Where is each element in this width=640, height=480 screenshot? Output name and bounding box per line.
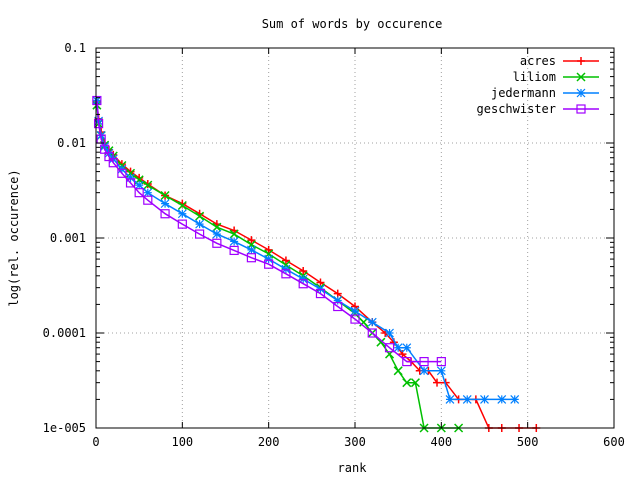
x-tick-label: 0 — [92, 435, 99, 449]
data-point-acres — [299, 266, 308, 275]
data-point-geschwister — [92, 95, 102, 106]
series-geschwister — [92, 95, 446, 367]
data-point-jedermann — [134, 180, 144, 190]
legend-label-geschwister: geschwister — [477, 102, 556, 116]
data-point-geschwister — [134, 188, 144, 198]
data-point-acres — [398, 350, 407, 359]
data-point-geschwister — [384, 343, 395, 353]
data-point-jedermann — [246, 245, 256, 255]
data-point-geschwister — [212, 238, 222, 248]
data-point-geschwister — [246, 253, 256, 263]
data-point-acres — [264, 245, 273, 254]
y-tick-label: 0.01 — [57, 136, 86, 150]
data-point-jedermann — [462, 394, 472, 404]
data-point-geschwister — [160, 209, 170, 219]
data-point-jedermann — [393, 343, 403, 353]
data-point-geschwister — [419, 356, 429, 367]
data-point-geschwister — [93, 119, 104, 129]
data-point-geschwister — [367, 328, 377, 338]
data-point-liliom — [195, 211, 205, 221]
y-tick-label: 1e-005 — [43, 421, 86, 435]
data-point-jedermann — [367, 317, 377, 327]
y-tick-label: 0.001 — [50, 231, 86, 245]
data-point-geschwister — [108, 158, 118, 168]
data-point-jedermann — [436, 366, 446, 376]
y-axis-label: log(rel. occurence) — [7, 169, 21, 306]
data-point-geschwister — [436, 356, 446, 367]
data-point-jedermann — [160, 199, 170, 209]
y-tick-label: 0.0001 — [43, 326, 86, 340]
data-point-geschwister — [143, 195, 153, 205]
legend-marker-jedermann — [576, 88, 586, 98]
data-point-jedermann — [177, 209, 187, 219]
legend: acres liliom jedermann geschwister — [477, 54, 599, 116]
data-point-liliom — [376, 337, 386, 347]
data-point-acres — [333, 289, 342, 298]
data-point-jedermann — [445, 394, 455, 404]
data-point-jedermann — [350, 306, 360, 316]
data-point-jedermann — [298, 274, 308, 284]
data-point-liliom — [402, 378, 412, 388]
data-point-jedermann — [480, 394, 489, 404]
legend-label-jedermann: jedermann — [491, 86, 556, 100]
data-point-jedermann — [510, 394, 520, 404]
data-point-jedermann — [212, 229, 222, 239]
grid — [96, 48, 614, 428]
data-point-jedermann — [385, 328, 394, 338]
data-point-liliom — [229, 229, 239, 239]
legend-marker-liliom — [576, 72, 586, 82]
data-point-geschwister — [298, 279, 308, 289]
data-point-jedermann — [143, 188, 153, 198]
data-point-acres — [433, 378, 442, 387]
data-point-jedermann — [419, 366, 429, 376]
chart-title: Sum of words by occurence — [262, 17, 443, 31]
data-point-jedermann — [195, 219, 205, 229]
legend-label-acres: acres — [520, 54, 556, 68]
data-point-geschwister — [195, 229, 205, 239]
data-point-geschwister — [281, 269, 291, 279]
legend-marker-acres — [577, 57, 585, 65]
axis-ticks: 0 100 200 300 400 500 600 1e-005 0.0001 0.001 0.01… — [43, 41, 625, 449]
x-tick-label: 200 — [258, 435, 280, 449]
x-tick-label: 300 — [344, 435, 366, 449]
data-point-geschwister — [333, 301, 343, 312]
data-point-geschwister — [402, 356, 412, 367]
data-point-acres — [281, 256, 290, 265]
x-axis-label: rank — [338, 461, 368, 475]
data-point-acres — [247, 236, 256, 245]
data-point-geschwister — [315, 288, 326, 299]
data-point-liliom — [410, 378, 420, 388]
data-point-liliom — [160, 190, 170, 201]
data-point-geschwister — [264, 259, 274, 269]
data-point-geschwister — [350, 314, 360, 324]
data-point-liliom — [143, 180, 153, 190]
data-point-liliom — [393, 366, 403, 376]
data-point-jedermann — [126, 173, 135, 183]
series-area — [92, 95, 541, 433]
legend-label-liliom: liliom — [513, 70, 556, 84]
data-point-jedermann — [100, 142, 110, 151]
x-tick-label: 600 — [603, 435, 625, 449]
data-point-geschwister — [177, 219, 187, 229]
data-point-jedermann — [333, 296, 343, 305]
y-tick-label: 0.1 — [64, 41, 86, 55]
x-tick-label: 500 — [517, 435, 539, 449]
data-point-geschwister — [229, 245, 239, 256]
x-tick-label: 400 — [430, 435, 452, 449]
data-point-liliom — [177, 200, 187, 211]
data-point-geschwister — [125, 178, 136, 188]
data-point-jedermann — [229, 237, 239, 246]
data-point-liliom — [212, 222, 222, 232]
data-point-jedermann — [497, 394, 507, 404]
data-point-jedermann — [264, 254, 274, 264]
data-point-jedermann — [281, 264, 291, 274]
data-point-jedermann — [402, 343, 412, 353]
legend-marker-geschwister — [576, 104, 586, 114]
x-tick-label: 100 — [171, 435, 193, 449]
data-point-geschwister — [117, 168, 127, 178]
